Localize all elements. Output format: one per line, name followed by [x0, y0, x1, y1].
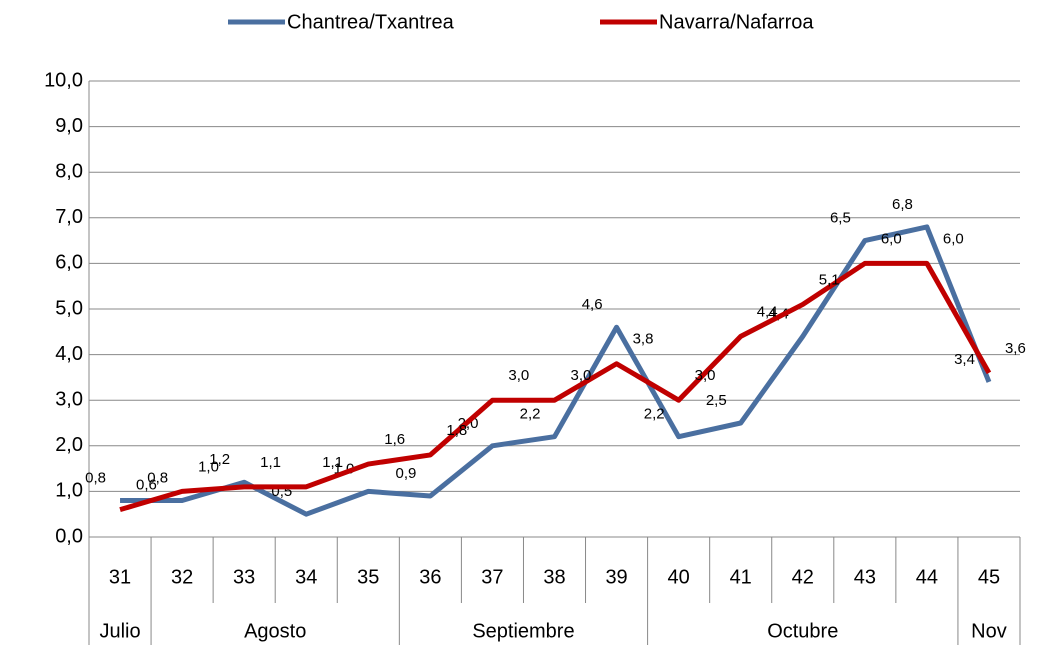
month-label: Octubre	[767, 620, 838, 642]
data-label: 5,1	[819, 271, 840, 288]
y-tick-label: 1,0	[55, 480, 83, 502]
x-tick-label: 34	[295, 566, 317, 588]
month-label: Nov	[971, 620, 1007, 642]
x-tick-label: 31	[109, 566, 131, 588]
x-tick-label: 42	[792, 566, 814, 588]
month-label: Septiembre	[472, 620, 574, 642]
data-label: 3,6	[1005, 340, 1026, 357]
y-tick-label: 8,0	[55, 160, 83, 182]
series-line	[119, 260, 992, 513]
y-tick-label: 7,0	[55, 206, 83, 228]
y-tick-label: 10,0	[44, 69, 83, 91]
legend-label: Navarra/Nafarroa	[659, 11, 814, 33]
data-label: 2,2	[644, 406, 665, 423]
data-label: 6,8	[892, 196, 913, 213]
x-tick-label: 43	[854, 566, 876, 588]
data-label: 4,4	[757, 303, 778, 320]
y-tick-label: 2,0	[55, 434, 83, 456]
data-label: 0,8	[147, 469, 168, 486]
y-tick-label: 4,0	[55, 343, 83, 365]
x-tick-label: 37	[481, 566, 503, 588]
y-tick-label: 9,0	[55, 115, 83, 137]
month-label: Agosto	[244, 620, 306, 642]
data-label: 6,0	[881, 230, 902, 247]
data-label: 4,6	[582, 296, 603, 313]
x-tick-label: 38	[543, 566, 565, 588]
data-label: 1,2	[209, 451, 230, 468]
y-tick-label: 6,0	[55, 252, 83, 274]
x-tick-label: 36	[419, 566, 441, 588]
data-label: 1,8	[446, 422, 467, 439]
data-label: 1,1	[322, 454, 343, 471]
y-tick-label: 3,0	[55, 388, 83, 410]
data-label: 1,0	[198, 458, 219, 475]
data-label: 3,0	[695, 367, 716, 384]
x-tick-label: 44	[916, 566, 938, 588]
data-label: 6,5	[830, 210, 851, 227]
month-label: Julio	[99, 620, 140, 642]
y-tick-label: 5,0	[55, 297, 83, 319]
data-label: 0,6	[136, 477, 157, 494]
x-tick-label: 45	[978, 566, 1000, 588]
data-label: 0,9	[396, 465, 417, 482]
data-label: 3,8	[633, 331, 654, 348]
data-label: 2,2	[520, 406, 541, 423]
data-label: 0,8	[85, 469, 106, 486]
x-tick-label: 40	[668, 566, 690, 588]
y-tick-label: 0,0	[55, 525, 83, 547]
x-tick-label: 32	[171, 566, 193, 588]
x-tick-label: 35	[357, 566, 379, 588]
data-label: 3,0	[508, 367, 529, 384]
data-label: 1,6	[384, 431, 405, 448]
data-label: 6,0	[943, 230, 964, 247]
data-label: 1,1	[260, 454, 281, 471]
series-line	[120, 224, 992, 517]
x-tick-label: 41	[730, 566, 752, 588]
legend-label: Chantrea/Txantrea	[287, 11, 455, 33]
data-label: 3,0	[571, 367, 592, 384]
x-tick-label: 33	[233, 566, 255, 588]
data-label: 2,5	[706, 392, 727, 409]
data-label: 3,4	[954, 351, 975, 368]
x-tick-label: 39	[605, 566, 627, 588]
